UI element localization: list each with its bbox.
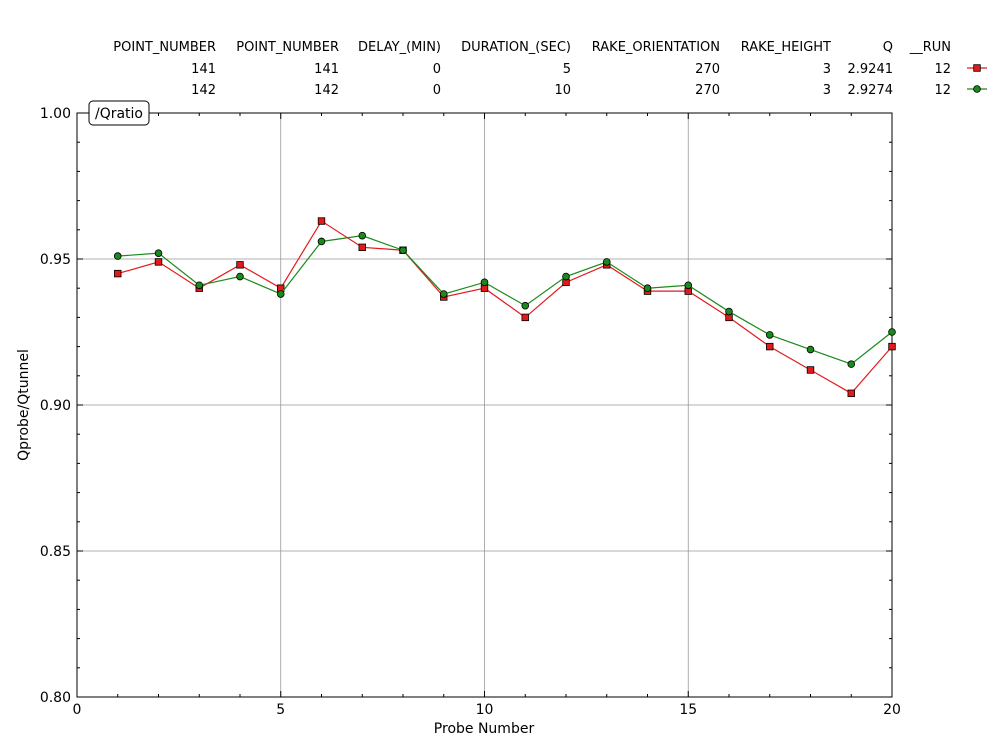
data-point (113, 252, 122, 260)
data-point (317, 237, 326, 246)
x-tick-label: 15 (679, 702, 697, 718)
data-point (684, 281, 693, 290)
legend-cell: 2.9274 (848, 83, 894, 98)
legend-cell: 0 (433, 62, 441, 77)
y-tick-label: 0.85 (40, 544, 71, 560)
data-point (114, 269, 122, 278)
legend-cell: 142 (314, 83, 339, 98)
data-point (643, 284, 652, 293)
legend-cell: 2.9241 (848, 62, 894, 77)
y-tick-label: 0.90 (40, 398, 71, 414)
data-point (766, 342, 774, 351)
legend-cell: 270 (695, 62, 720, 77)
legend-header-cell: POINT_NUMBER (236, 40, 339, 55)
data-point (806, 345, 815, 354)
data-point (847, 360, 856, 368)
chart-title: /Qratio (95, 106, 143, 122)
data-point (725, 307, 733, 316)
legend-header-cell: DURATION_(SEC) (461, 40, 571, 55)
data-point (888, 342, 896, 351)
legend-swatch-marker (973, 85, 981, 93)
x-tick-label: 5 (276, 702, 285, 718)
data-point (236, 272, 244, 281)
data-point (480, 278, 489, 287)
data-point (765, 331, 774, 339)
series-line (117, 220, 893, 395)
legend-header-cell: POINT_NUMBER (113, 40, 216, 55)
legend-cell: 141 (191, 62, 216, 77)
legend-header-cell: __RUN (909, 40, 951, 55)
data-point (521, 301, 530, 310)
data-point (521, 313, 529, 322)
legend-header-cell: RAKE_HEIGHT (741, 40, 831, 55)
y-tick-label: 1.00 (40, 106, 71, 122)
data-point (847, 389, 855, 398)
legend-cell: 142 (191, 83, 216, 98)
x-axis-label: Probe Number (434, 721, 535, 737)
y-tick-label: 0.80 (40, 690, 71, 706)
x-tick-label: 0 (73, 702, 82, 718)
data-point (399, 246, 407, 255)
data-point (602, 258, 611, 266)
legend-cell: 141 (314, 62, 339, 77)
title-box: /Qratio (88, 100, 150, 126)
data-point (806, 366, 815, 374)
grid-lines (76, 112, 893, 698)
data-point (154, 249, 163, 257)
data-point (888, 328, 896, 336)
data-point (276, 290, 285, 298)
legend-header-cell: Q (883, 40, 893, 55)
y-tick-label: 0.95 (40, 252, 71, 268)
series-layer (113, 217, 896, 398)
x-tick-label: 10 (476, 702, 494, 718)
y-axis-label: Qprobe/Qtunnel (16, 349, 32, 461)
data-point (195, 281, 204, 290)
data-point (439, 290, 448, 298)
data-point (154, 258, 163, 266)
data-point (317, 217, 326, 225)
legend-header-cell: RAKE_ORIENTATION (592, 40, 720, 55)
legend-header-cell: DELAY_(MIN) (358, 40, 441, 55)
legend-swatch-marker (973, 64, 981, 72)
legend-cell: 270 (695, 83, 720, 98)
legend-cell: 3 (823, 83, 831, 98)
data-point (358, 231, 367, 240)
legend-cell: 3 (823, 62, 831, 77)
series-line (117, 235, 893, 365)
legend-table: POINT_NUMBER POINT_NUMBER DELAY_(MIN) DURAT… (113, 40, 987, 98)
legend-cell: 10 (554, 83, 571, 98)
data-point (562, 272, 570, 281)
x-tick-label: 20 (883, 702, 901, 718)
data-point (236, 261, 244, 269)
legend-cell: 12 (934, 62, 951, 77)
legend-cell: 5 (563, 62, 571, 77)
legend-cell: 0 (433, 83, 441, 98)
legend-cell: 12 (934, 83, 951, 98)
data-point (358, 243, 366, 252)
axis-ticks: 0 5 10 15 20 0.80 0.85 0.90 0.95 1.00 (40, 106, 901, 718)
